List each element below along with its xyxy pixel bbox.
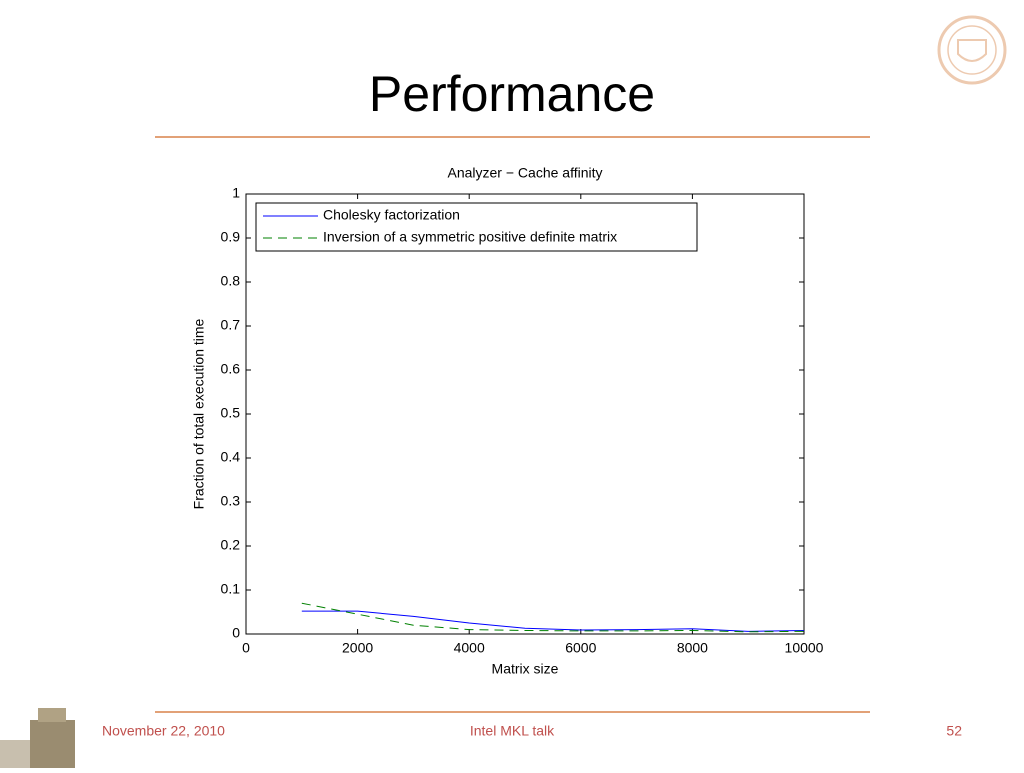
y-axis-label: Fraction of total execution time (191, 318, 207, 509)
x-tick-label: 2000 (342, 640, 373, 656)
y-tick-label: 0.3 (221, 493, 241, 509)
plot-area (245, 193, 805, 635)
y-tick-label: 0.4 (221, 449, 241, 465)
legend-box (255, 202, 698, 252)
y-tick-label: 0.2 (221, 537, 241, 553)
series-line (301, 602, 805, 633)
y-tick-label: 0.8 (221, 273, 241, 289)
tower-image (0, 708, 75, 768)
footer-page: 52 (946, 723, 962, 739)
legend-label: Cholesky factorization (323, 207, 460, 223)
series-line (301, 610, 805, 632)
y-tick-label: 0.7 (221, 317, 241, 333)
y-tick-label: 0 (232, 625, 240, 641)
x-axis-label: Matrix size (492, 661, 559, 677)
y-tick-label: 0.9 (221, 229, 241, 245)
x-tick-label: 0 (242, 640, 250, 656)
y-tick-label: 0.1 (221, 581, 241, 597)
chart-title: Analyzer − Cache affinity (448, 165, 603, 181)
chart: Analyzer − Cache affinity Matrix size Fr… (191, 165, 824, 677)
x-tick-label: 10000 (785, 640, 824, 656)
slide-title: Performance (369, 66, 655, 122)
y-tick-label: 0.5 (221, 405, 241, 421)
y-tick-label: 1 (232, 185, 240, 201)
legend-label: Inversion of a symmetric positive defini… (323, 229, 617, 245)
x-tick-label: 4000 (454, 640, 485, 656)
x-tick-label: 8000 (677, 640, 708, 656)
x-tick-label: 6000 (565, 640, 596, 656)
logo (937, 15, 1007, 85)
footer-date: November 22, 2010 (102, 723, 225, 739)
y-tick-label: 0.6 (221, 361, 241, 377)
footer-center: Intel MKL talk (470, 723, 555, 739)
